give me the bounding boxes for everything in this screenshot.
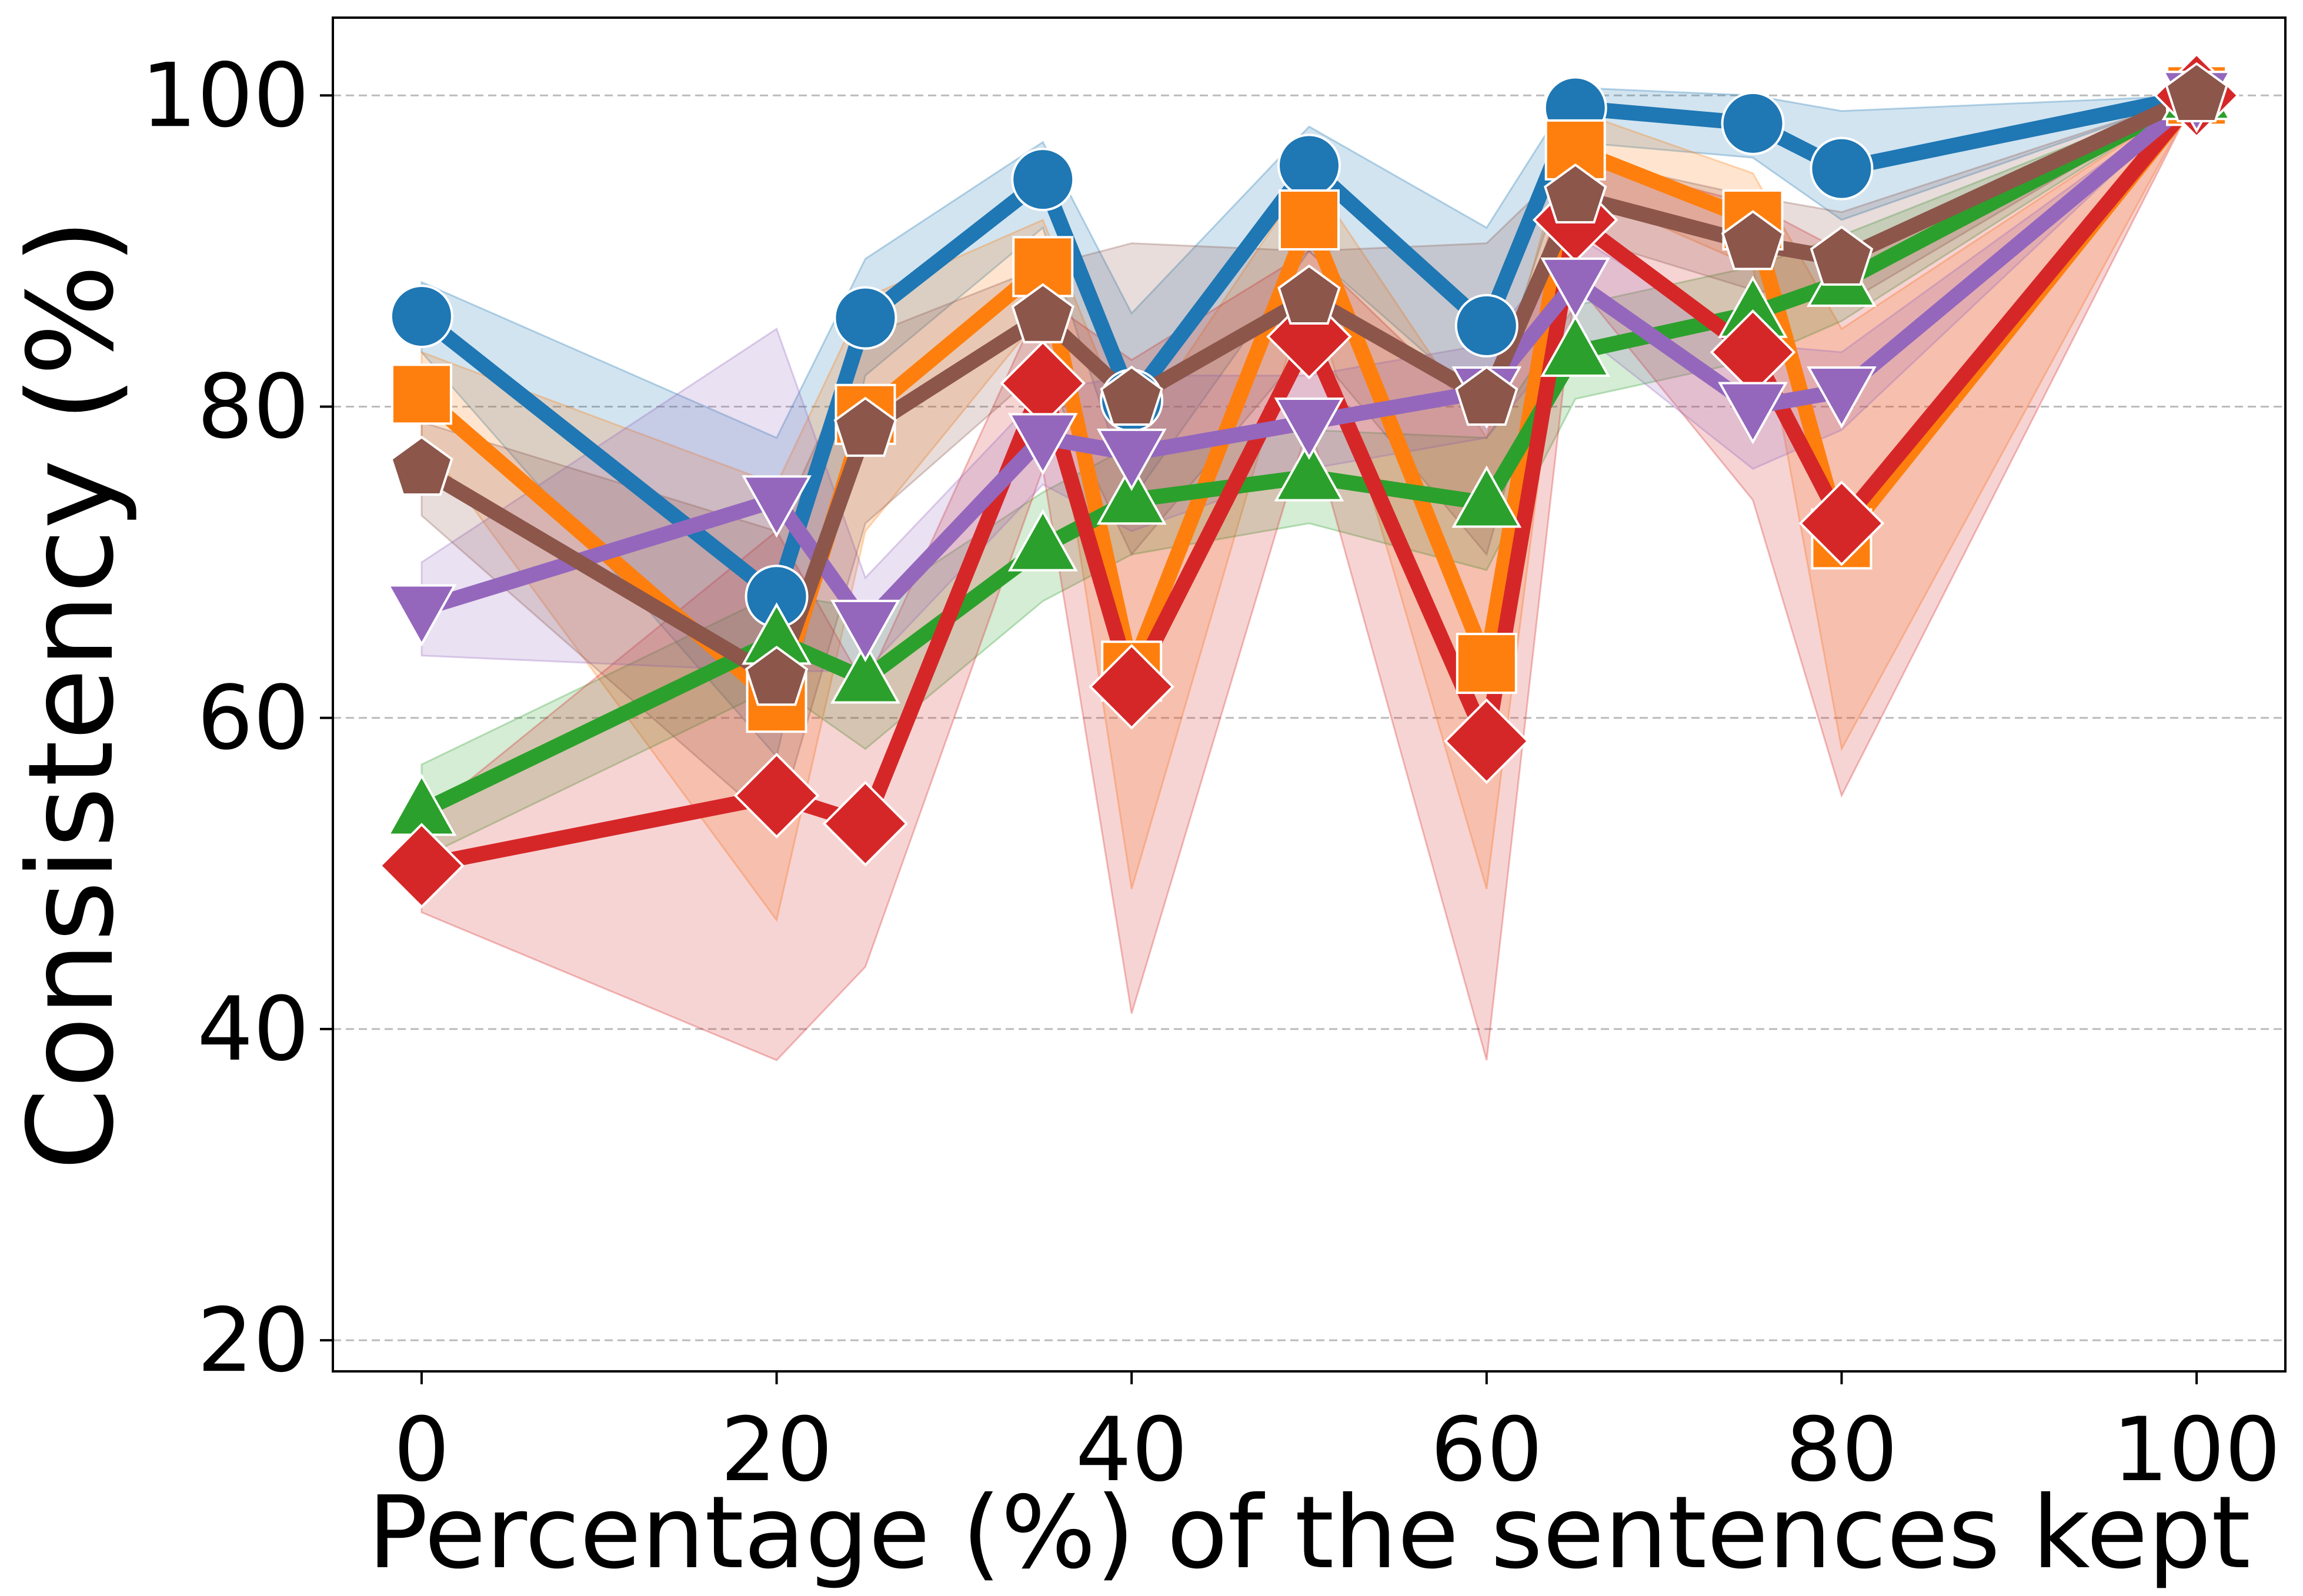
marker-green-40 [1096, 462, 1167, 525]
marker-blue-50 [1277, 133, 1341, 198]
marker-purple-25 [830, 599, 900, 663]
ytick-label-80: 80 [197, 356, 309, 458]
axis-ticks: 20 40 60 80 100 0 20 40 60 80 100 [141, 45, 2281, 1501]
ytick-label-40: 40 [197, 979, 309, 1081]
xtick-label-80: 80 [1785, 1399, 1898, 1501]
xtick-label-20: 20 [720, 1399, 833, 1501]
marker-purple-75 [1718, 382, 1788, 445]
marker-orange-50 [1279, 189, 1340, 251]
marker-red-80 [1798, 480, 1885, 566]
marker-brown-60 [1455, 365, 1518, 426]
marker-brown-80 [1810, 225, 1874, 286]
marker-purple-35 [1007, 413, 1078, 476]
marker-orange-0 [390, 363, 452, 425]
marker-blue-35 [1011, 148, 1075, 212]
marker-purple-80 [1807, 366, 1877, 429]
marker-blue-0 [389, 285, 453, 349]
marker-red-40 [1089, 643, 1175, 730]
marker-brown-0 [390, 435, 453, 496]
marker-brown-65 [1544, 163, 1607, 223]
marker-purple-40 [1096, 428, 1167, 491]
ytick-label-100: 100 [141, 45, 309, 147]
marker-green-60 [1451, 465, 1522, 528]
marker-blue-75 [1721, 91, 1785, 155]
marker-green-65 [1540, 314, 1611, 377]
y-axis-label: Consistency (%) [3, 219, 140, 1171]
plot-frame [332, 16, 2287, 1373]
marker-brown-75 [1721, 210, 1785, 271]
marker-brown-40 [1100, 365, 1163, 426]
band-purple [420, 95, 2198, 672]
marker-red-25 [822, 780, 909, 867]
ytick-label-20: 20 [197, 1290, 309, 1392]
marker-purple-0 [386, 584, 457, 647]
marker-blue-80 [1810, 136, 1874, 201]
marker-green-50 [1274, 439, 1344, 502]
xtick-label-40: 40 [1076, 1399, 1188, 1501]
marker-brown-50 [1277, 264, 1341, 325]
marker-red-60 [1443, 698, 1530, 784]
marker-green-35 [1007, 509, 1078, 572]
marker-purple-65 [1540, 257, 1611, 320]
marker-purple-50 [1274, 397, 1344, 460]
marker-brown-100 [2165, 62, 2228, 122]
marker-brown-20 [745, 646, 809, 706]
xtick-label-0: 0 [393, 1399, 449, 1501]
marker-brown-25 [833, 396, 897, 457]
series-markers [379, 52, 2239, 909]
marker-blue-25 [833, 286, 897, 350]
marker-blue-60 [1454, 293, 1518, 358]
marker-orange-60 [1456, 633, 1517, 695]
marker-brown-35 [1011, 283, 1074, 343]
marker-red-0 [379, 823, 465, 909]
marker-green-25 [830, 641, 900, 704]
xtick-label-60: 60 [1430, 1399, 1543, 1501]
xtick-label-100: 100 [2112, 1399, 2281, 1501]
ytick-label-60: 60 [197, 667, 309, 770]
marker-purple-20 [742, 475, 812, 538]
marker-red-20 [733, 753, 820, 839]
x-axis-label: Percentage (%) of the sentences kept [368, 1475, 2251, 1591]
